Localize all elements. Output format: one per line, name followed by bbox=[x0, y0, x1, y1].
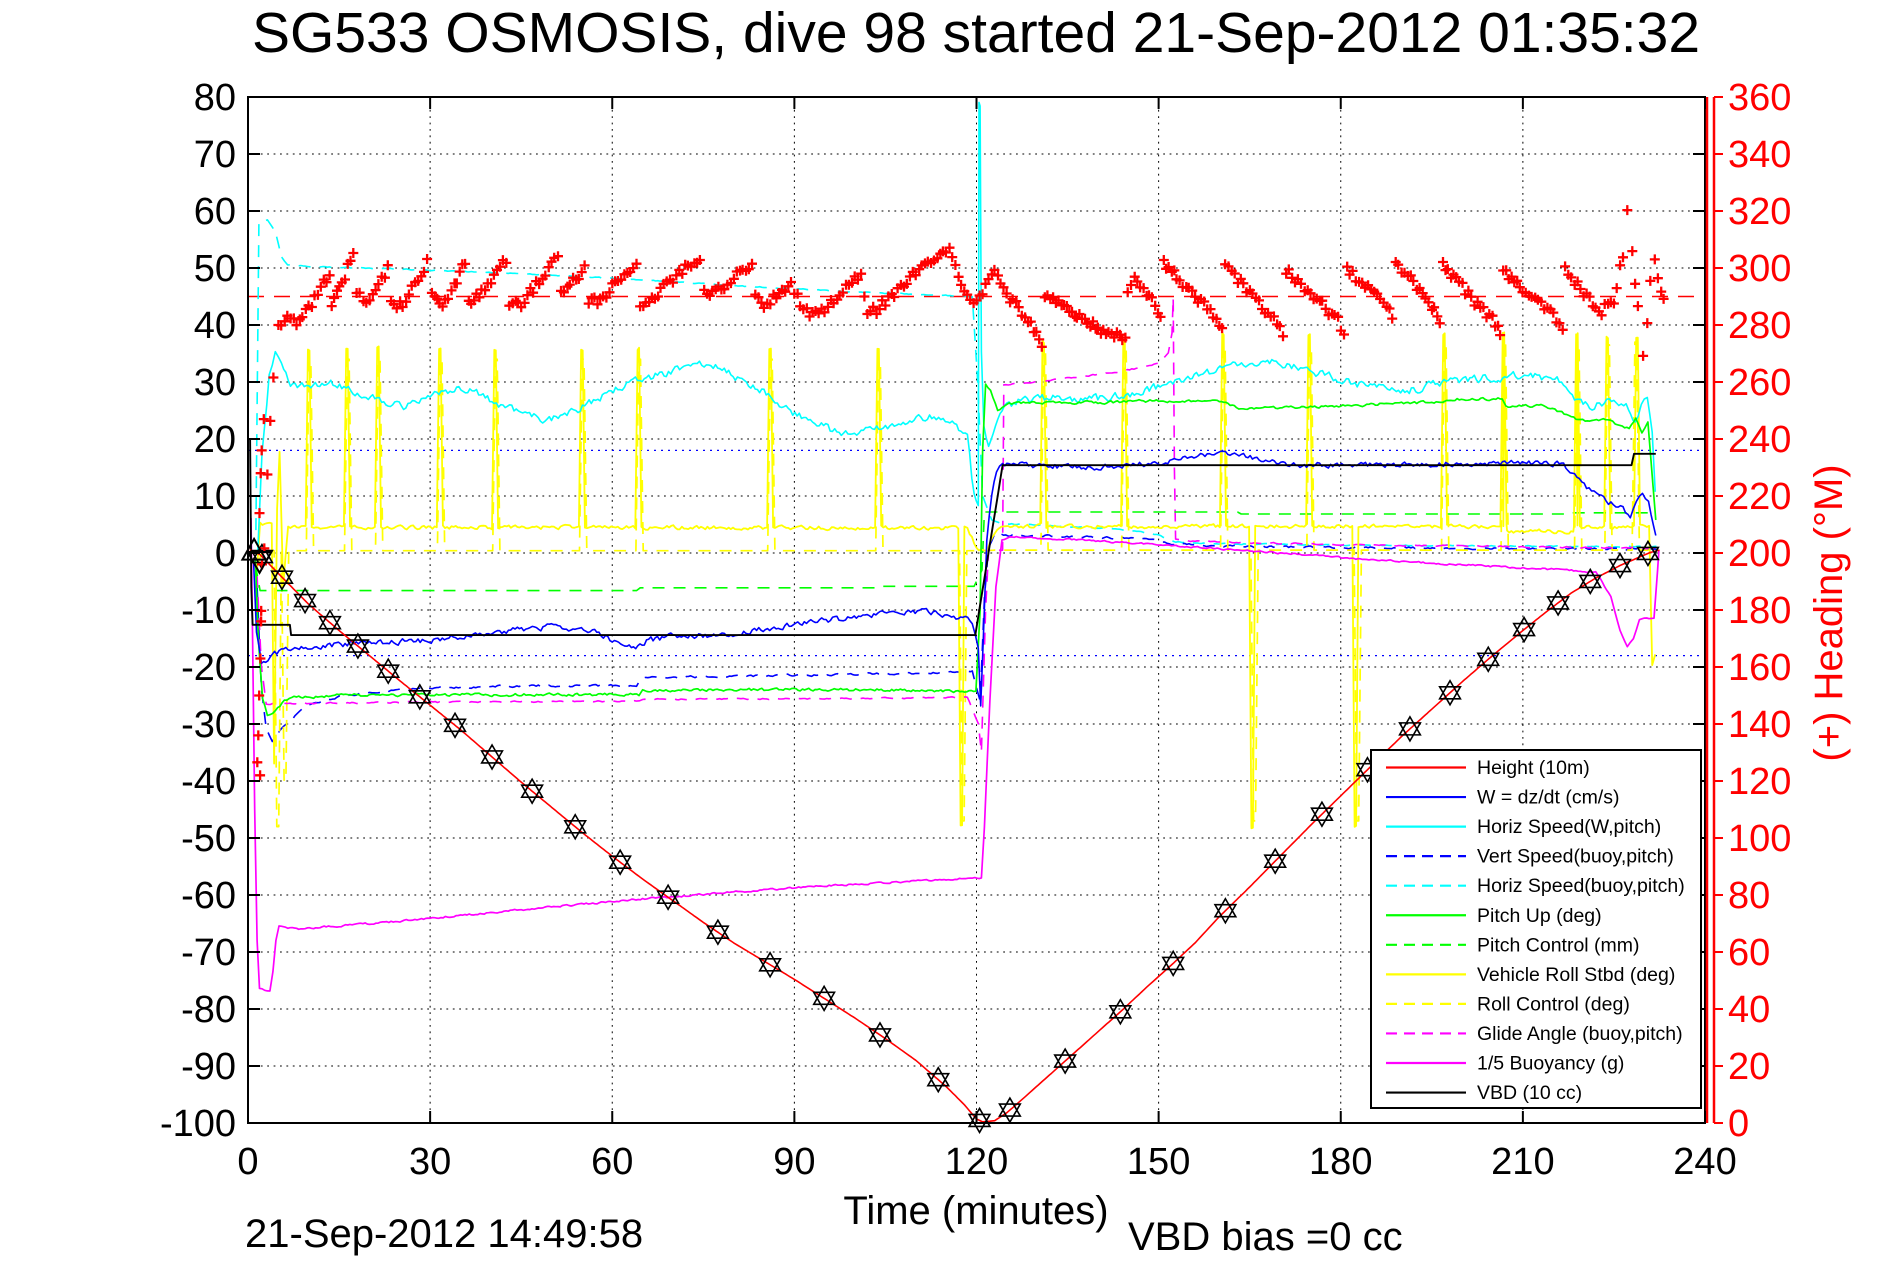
y-left-tick-label: 30 bbox=[194, 362, 236, 404]
y-right-tick-label: 140 bbox=[1728, 704, 1791, 746]
y-right-tick-label: 60 bbox=[1728, 932, 1770, 974]
glide-line bbox=[256, 297, 1657, 753]
y-left-tick-label: -20 bbox=[181, 647, 236, 689]
y-left-tick-label: -30 bbox=[181, 704, 236, 746]
legend-item-vert-speed-buoy-pitch: Vert Speed(buoy,pitch) bbox=[1386, 846, 1674, 868]
roll-line bbox=[256, 331, 1657, 830]
x-tick-label: 30 bbox=[409, 1141, 451, 1183]
footer-created-timestamp: 21-Sep-2012 14:49:58 bbox=[245, 1212, 643, 1256]
right-axis-label: (+) Heading (°M) bbox=[1807, 464, 1851, 761]
hspd_w-line bbox=[256, 101, 1656, 554]
y-right-tick-label: 180 bbox=[1728, 590, 1791, 632]
x-tick-label: 90 bbox=[773, 1141, 815, 1183]
y-right-tick-label: 320 bbox=[1728, 191, 1791, 233]
x-tick-label: 60 bbox=[591, 1141, 633, 1183]
legend-item-horiz-speed-w-pitch: Horiz Speed(W,pitch) bbox=[1386, 816, 1661, 838]
plot-title: SG533 OSMOSIS, dive 98 started 21-Sep-20… bbox=[252, 1, 1700, 65]
y-right-tick-label: 240 bbox=[1728, 419, 1791, 461]
y-left-tick-label: -10 bbox=[181, 590, 236, 632]
grid bbox=[248, 97, 1705, 1123]
y-left-tick-label: -80 bbox=[181, 989, 236, 1031]
vbd-bias-note: VBD bias =0 cc bbox=[1128, 1215, 1403, 1259]
y-right-tick-label: 300 bbox=[1728, 248, 1791, 290]
y-left-tick-label: -60 bbox=[181, 875, 236, 917]
y-left-tick-label: -100 bbox=[160, 1103, 236, 1145]
legend-label: Horiz Speed(buoy,pitch) bbox=[1477, 875, 1685, 897]
y-left-tick-label: 10 bbox=[194, 476, 236, 518]
roll_ctl-line bbox=[256, 341, 1656, 828]
legend-label: Pitch Up (deg) bbox=[1477, 905, 1602, 927]
x-tick-label: 0 bbox=[237, 1141, 258, 1183]
y-right-tick-label: 80 bbox=[1728, 875, 1770, 917]
legend-item-glide-angle-buoy-pitch: Glide Angle (buoy,pitch) bbox=[1386, 1023, 1683, 1045]
pitch_ctl-line bbox=[254, 511, 1657, 592]
legend-item-height-10m: Height (10m) bbox=[1386, 757, 1590, 779]
vspd_buoy-line bbox=[256, 532, 1657, 743]
legend-item-pitch-control-mm: Pitch Control (mm) bbox=[1386, 934, 1640, 956]
x-tick-label: 210 bbox=[1491, 1141, 1554, 1183]
y-left-tick-label: -70 bbox=[181, 932, 236, 974]
y-right-tick-label: 0 bbox=[1728, 1103, 1749, 1145]
legend-label: Vehicle Roll Stbd (deg) bbox=[1477, 964, 1675, 986]
y-right-tick-label: 100 bbox=[1728, 818, 1791, 860]
legend-item-horiz-speed-buoy-pitch: Horiz Speed(buoy,pitch) bbox=[1386, 875, 1685, 897]
y-right-tick-label: 220 bbox=[1728, 476, 1791, 518]
y-left-tick-label: 70 bbox=[194, 134, 236, 176]
x-tick-label: 150 bbox=[1127, 1141, 1190, 1183]
legend-item-vbd-10-cc: VBD (10 cc) bbox=[1386, 1082, 1582, 1104]
legend-label: Glide Angle (buoy,pitch) bbox=[1477, 1023, 1683, 1045]
y-right-tick-label: 260 bbox=[1728, 362, 1791, 404]
y-left-tick-label: 20 bbox=[194, 419, 236, 461]
vbd-line bbox=[249, 438, 1656, 637]
legend-label: Vert Speed(buoy,pitch) bbox=[1477, 846, 1674, 868]
y-right-tick-label: 280 bbox=[1728, 305, 1791, 347]
legend-item-pitch-up-deg: Pitch Up (deg) bbox=[1386, 905, 1602, 927]
y-left-tick-label: -40 bbox=[181, 761, 236, 803]
x-tick-label: 120 bbox=[945, 1141, 1008, 1183]
heading-plus-markers bbox=[252, 205, 1669, 781]
legend-label: 1/5 Buoyancy (g) bbox=[1477, 1053, 1624, 1075]
legend-box bbox=[1370, 749, 1702, 1109]
x-tick-label: 180 bbox=[1309, 1141, 1372, 1183]
y-left-tick-label: -90 bbox=[181, 1046, 236, 1088]
y-left-tick-label: 60 bbox=[194, 191, 236, 233]
y-right-tick-label: 340 bbox=[1728, 134, 1791, 176]
legend-label: VBD (10 cc) bbox=[1477, 1082, 1582, 1104]
legend-label: W = dz/dt (cm/s) bbox=[1477, 787, 1619, 809]
y-left-tick-label: 0 bbox=[215, 533, 236, 575]
legend-item-vehicle-roll-stbd-deg: Vehicle Roll Stbd (deg) bbox=[1386, 964, 1675, 986]
y-right-tick-label: 40 bbox=[1728, 989, 1770, 1031]
legend-label: Height (10m) bbox=[1477, 757, 1590, 779]
legend: Height (10m) W = dz/dt (cm/s) Horiz Speed(… bbox=[1370, 749, 1702, 1109]
x-axis-label: Time (minutes) bbox=[843, 1189, 1108, 1233]
x-tick-label: 240 bbox=[1673, 1141, 1736, 1183]
y-right-tick-label: 160 bbox=[1728, 647, 1791, 689]
y-right-tick-label: 120 bbox=[1728, 761, 1791, 803]
y-left-tick-label: -50 bbox=[181, 818, 236, 860]
legend-item-w-dz-dt-cm-s: W = dz/dt (cm/s) bbox=[1386, 787, 1619, 809]
legend-label: Horiz Speed(W,pitch) bbox=[1477, 816, 1661, 838]
legend-item-roll-control-deg: Roll Control (deg) bbox=[1386, 993, 1630, 1015]
legend-label: Pitch Control (mm) bbox=[1477, 934, 1640, 956]
legend-label: Roll Control (deg) bbox=[1477, 993, 1630, 1015]
y-left-tick-label: 80 bbox=[194, 77, 236, 119]
buoy-line bbox=[250, 518, 1660, 992]
y-left-tick-label: 50 bbox=[194, 248, 236, 290]
y-right-tick-label: 200 bbox=[1728, 533, 1791, 575]
y-left-tick-label: 40 bbox=[194, 305, 236, 347]
y-right-tick-label: 20 bbox=[1728, 1046, 1770, 1088]
y-right-tick-label: 360 bbox=[1728, 77, 1791, 119]
legend-item-1-5-buoyancy-g: 1/5 Buoyancy (g) bbox=[1386, 1053, 1624, 1075]
pitch-line bbox=[254, 383, 1657, 717]
